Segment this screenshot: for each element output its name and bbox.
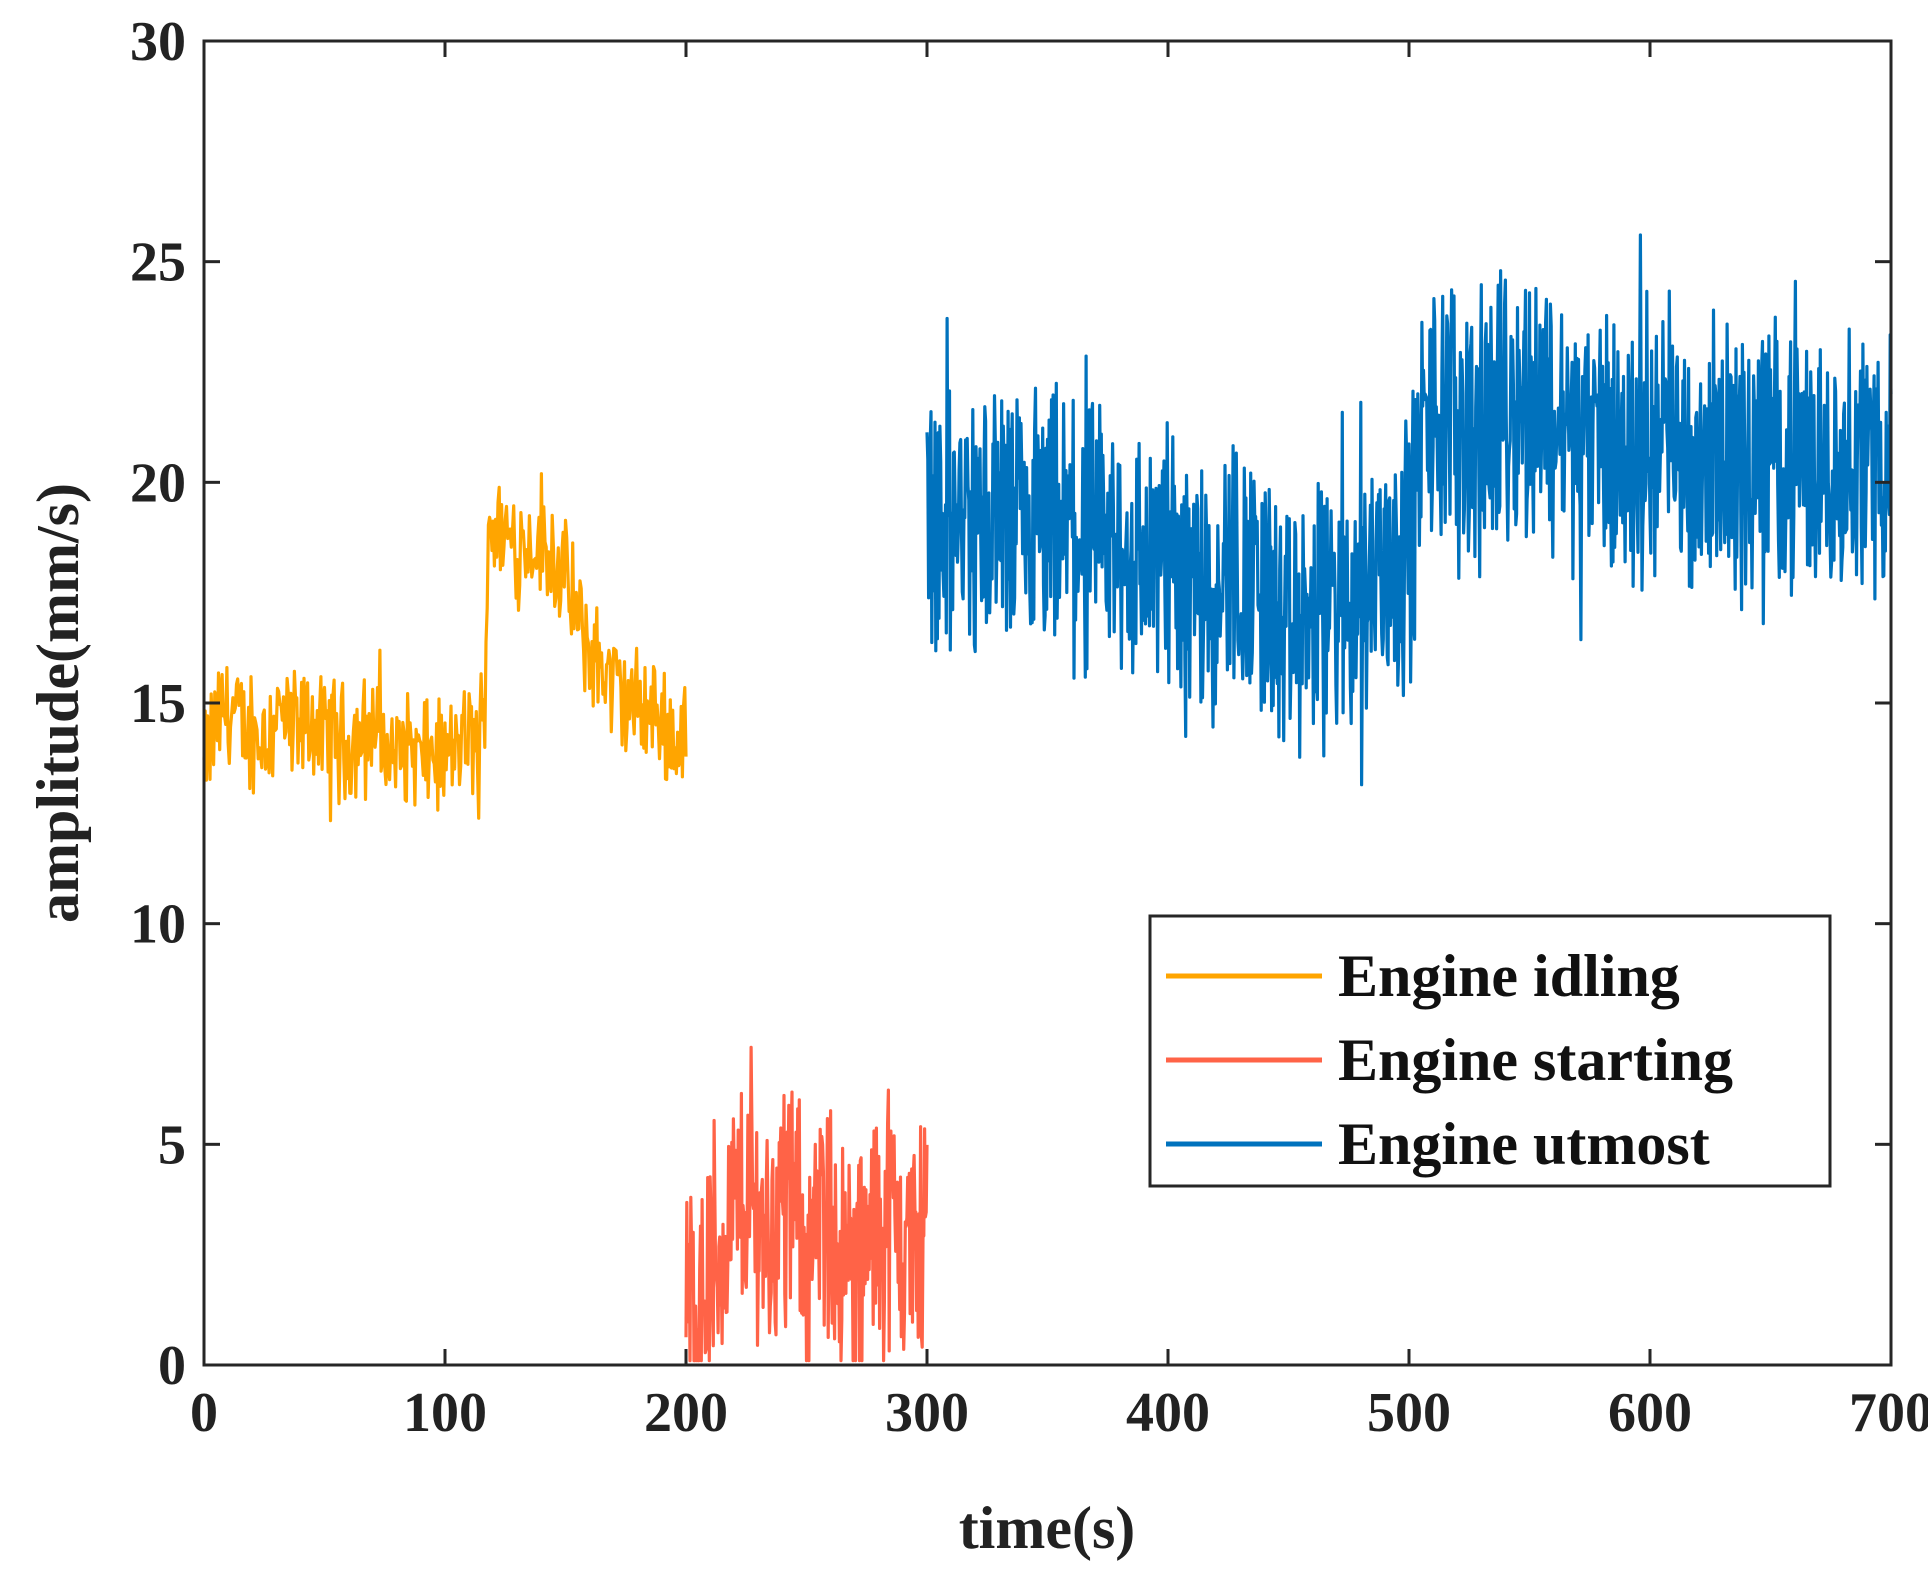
x-tick-label: 0 [190,1382,218,1444]
x-tick-label: 600 [1608,1382,1692,1444]
x-tick-label: 300 [885,1382,969,1444]
series-line-2 [684,1045,929,1363]
legend-label: Engine utmost [1338,1111,1710,1177]
series-layer [202,233,1893,1363]
x-tick-label: 100 [403,1382,487,1444]
legend-box [1148,914,1832,1188]
legend-entry: Engine starting [1166,1027,1733,1093]
y-tick-label: 25 [130,232,186,294]
y-axis-label: amplitude(mm/s) [25,483,91,923]
x-tick-label: 500 [1367,1382,1451,1444]
y-tick-label: 15 [130,673,186,735]
x-tick-label: 200 [644,1382,728,1444]
legend-label: Engine idling [1338,943,1680,1009]
y-tick-label: 20 [130,452,186,514]
legend-label: Engine starting [1338,1027,1733,1093]
legend-entries: Engine idling Engine starting Engine utmos… [1166,943,1733,1177]
x-tick-label: 700 [1849,1382,1928,1444]
series-line-1 [202,472,688,823]
legend-entry: Engine idling [1166,943,1680,1009]
y-tick-label: 5 [158,1114,186,1176]
series-line-3 [925,233,1893,787]
y-tick-label: 0 [158,1335,186,1397]
legend-entry: Engine utmost [1166,1111,1710,1177]
y-tick-label: 10 [130,894,186,956]
x-tick-label: 400 [1126,1382,1210,1444]
y-tick-label: 30 [130,11,186,73]
legend: Engine idling Engine starting Engine utmos… [1148,914,1832,1188]
x-axis-label: time(s) [959,1495,1136,1561]
y-axis-ticks: 0 5 10 15 20 25 30 [130,11,1891,1397]
x-axis-ticks: 0 100 200 300 400 500 600 700 [190,41,1928,1444]
